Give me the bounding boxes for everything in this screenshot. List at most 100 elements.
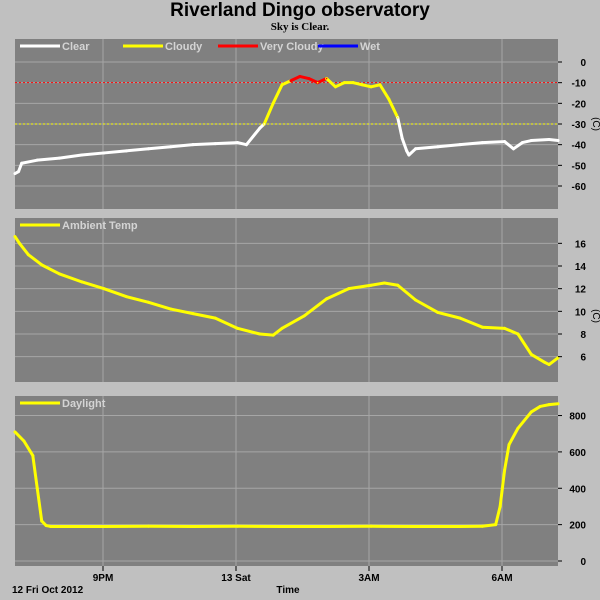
data-point — [530, 139, 533, 142]
sky-y-ticks: 0 -10 -20 -30 -40 -50 -60 — [558, 58, 586, 193]
data-point — [396, 284, 399, 287]
data-point — [370, 284, 372, 287]
y-tick-label: -40 — [572, 141, 587, 152]
data-point — [481, 326, 484, 329]
data-segment — [480, 140, 507, 145]
data-segment — [503, 140, 515, 151]
data-segment — [40, 263, 62, 276]
data-segment — [169, 143, 195, 149]
data-segment — [529, 352, 547, 364]
data-point — [379, 83, 381, 86]
data-segment — [236, 141, 248, 147]
data-segment — [271, 83, 284, 105]
data-point — [325, 525, 328, 528]
y-tick-label: -30 — [572, 120, 587, 131]
data-segment — [302, 297, 329, 318]
data-segment — [35, 486, 44, 523]
data-segment — [191, 142, 217, 147]
data-segment — [547, 356, 560, 367]
daylight-grid — [15, 396, 558, 566]
x-tick-label: 13 Sat — [221, 573, 251, 584]
data-point — [103, 287, 105, 290]
data-segment — [414, 145, 440, 151]
data-point — [192, 143, 194, 146]
data-point — [548, 138, 550, 141]
x-axis-label: Time — [276, 585, 300, 596]
data-segment — [414, 298, 440, 314]
data-point — [557, 357, 559, 359]
data-point — [437, 145, 439, 148]
data-segment — [80, 151, 106, 157]
x-tick-label: 6AM — [491, 573, 512, 584]
y-tick-label: -50 — [572, 161, 587, 172]
data-segment — [347, 283, 373, 291]
sky-legend: Clear Cloudy Very Cloudy Wet — [20, 41, 380, 53]
y-tick-label: 0 — [580, 58, 586, 69]
y-tick-label: -20 — [572, 99, 587, 110]
data-point — [281, 525, 283, 528]
data-point — [503, 140, 506, 143]
data-segment — [360, 83, 373, 89]
legend-label: Ambient Temp — [62, 220, 138, 232]
data-point — [343, 81, 346, 84]
y-tick-label: 800 — [569, 412, 586, 423]
data-point — [169, 308, 172, 310]
data-point — [325, 298, 328, 300]
data-point — [370, 525, 372, 528]
daylight-lines — [13, 402, 560, 528]
y-tick-label: 0 — [580, 557, 586, 568]
data-point — [370, 86, 372, 88]
data-point — [192, 312, 194, 315]
legend-label: Cloudy — [165, 41, 203, 53]
data-point — [530, 353, 533, 356]
data-point — [147, 525, 150, 528]
data-segment — [400, 136, 409, 153]
data-point — [40, 264, 43, 266]
x-date-label: 12 Fri Oct 2012 — [12, 585, 84, 596]
y-tick-label: 16 — [575, 239, 587, 250]
data-point — [521, 141, 524, 144]
data-segment — [280, 314, 306, 330]
ambient-panel: Ambient Temp 16 14 12 10 8 6 (C) — [13, 218, 600, 382]
data-point — [58, 157, 61, 159]
legend-label: Daylight — [62, 398, 106, 410]
data-point — [281, 327, 283, 330]
data-segment — [547, 402, 560, 407]
data-point — [530, 411, 533, 413]
data-point — [14, 172, 16, 175]
data-point — [548, 403, 550, 406]
data-point — [281, 83, 283, 86]
legend-label: Wet — [360, 41, 380, 53]
data-point — [49, 525, 52, 528]
y-tick-label: 12 — [575, 285, 587, 296]
data-segment — [147, 145, 173, 151]
data-point — [214, 317, 217, 319]
chart-title: Riverland Dingo observatory — [170, 0, 430, 21]
data-point — [214, 142, 217, 145]
data-segment — [20, 158, 39, 165]
data-point — [352, 81, 355, 84]
data-point — [325, 77, 328, 80]
data-segment — [213, 141, 240, 146]
data-point — [40, 520, 43, 522]
data-point — [258, 127, 261, 129]
data-point — [27, 253, 30, 256]
data-point — [58, 525, 61, 528]
data-segment — [147, 300, 173, 311]
data-point — [481, 525, 484, 528]
data-point — [557, 402, 559, 405]
data-segment — [13, 430, 26, 443]
y-tick-label: -60 — [572, 182, 587, 193]
legend-label: Clear — [62, 41, 90, 53]
data-point — [388, 98, 390, 100]
data-segment — [102, 149, 128, 155]
data-point — [23, 440, 25, 442]
data-segment — [26, 253, 44, 267]
data-point — [408, 154, 410, 156]
data-segment — [289, 74, 302, 83]
data-segment — [529, 138, 551, 143]
data-segment — [387, 97, 400, 120]
data-segment — [494, 504, 502, 527]
data-segment — [31, 454, 39, 490]
data-point — [303, 315, 306, 317]
